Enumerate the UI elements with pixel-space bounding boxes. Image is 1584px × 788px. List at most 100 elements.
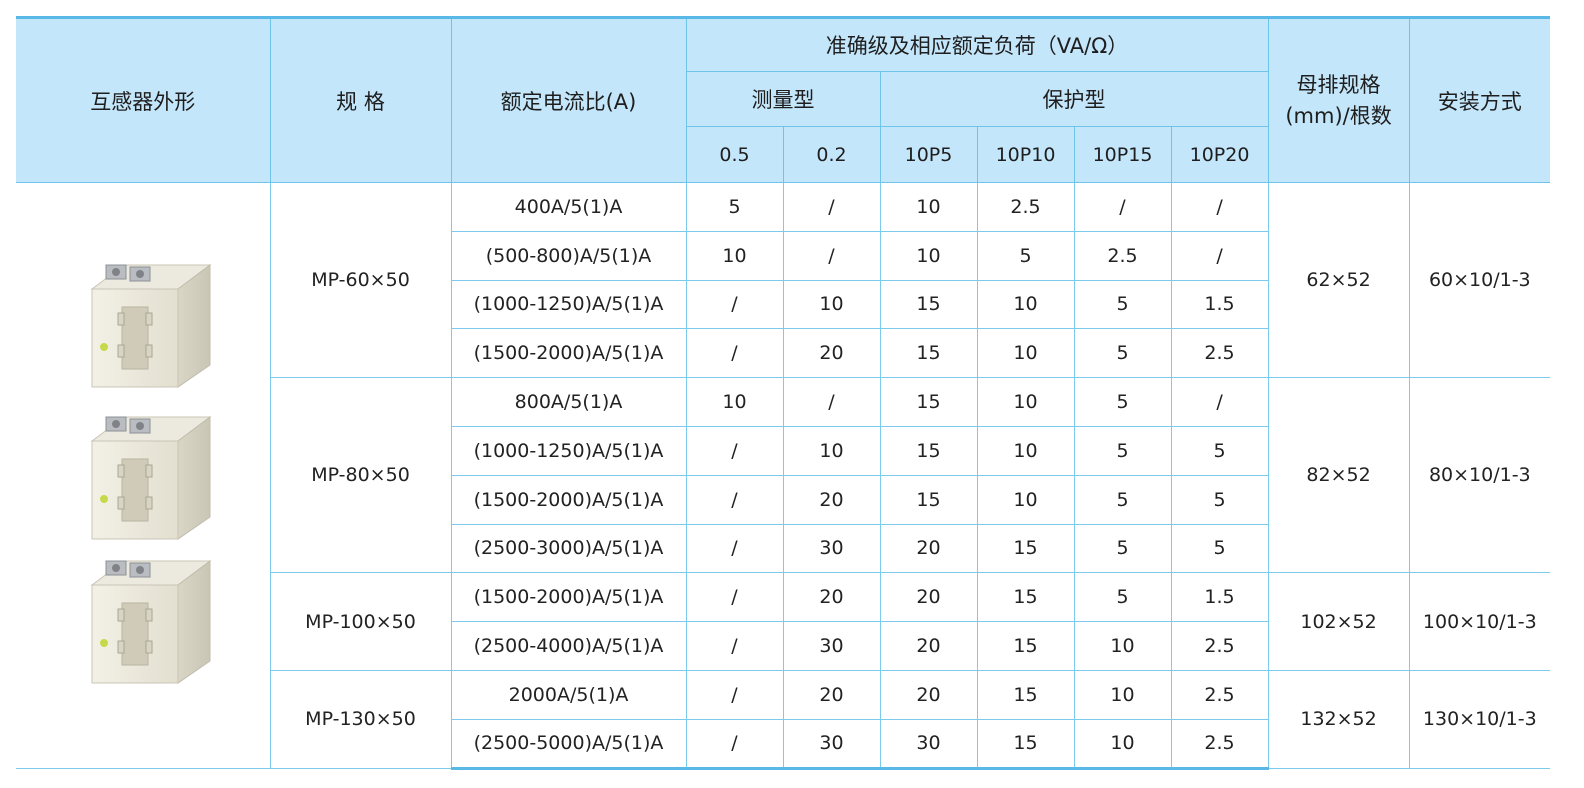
header-class: 10P10 <box>976 126 1075 183</box>
burden-value-cell: / <box>685 718 784 770</box>
current-transformer-spec-table: 互感器外形 规 格 额定电流比(A) 准确级及相应额定负荷（VA/Ω） 母排规格… <box>16 16 1551 770</box>
burden-value-cell: / <box>685 523 784 574</box>
busbar-cell: 102×52 <box>1267 572 1410 671</box>
burden-value-cell: 15 <box>879 377 978 427</box>
table-row: MP-100×50 (1500-2000)A/5(1)A/20 20 15 5 1.5 10… <box>16 572 1551 671</box>
burden-value-cell: 1.5 <box>1170 279 1269 330</box>
ratio-cell: (1500-2000)A/5(1)A <box>450 474 687 525</box>
burden-value-cell: 2.5 <box>1170 328 1269 379</box>
burden-value-cell: 5 <box>1073 425 1172 476</box>
burden-value-cell: / <box>685 474 784 525</box>
spec-table-container: 互感器外形 规 格 额定电流比(A) 准确级及相应额定负荷（VA/Ω） 母排规格… <box>16 16 1551 770</box>
current-transformer-image <box>82 253 214 389</box>
burden-value-cell: / <box>685 328 784 379</box>
table-row: MP-60×50 400A/5(1)A 5/10 2.5//62×52 60×10/1-… <box>16 181 1551 769</box>
install-cell: 80×10/1-3 <box>1408 377 1551 574</box>
current-transformer-image <box>82 405 214 541</box>
table-row: MP-80×50 800A/5(1)A 10/15 10 5/82×52 80×10/1-… <box>16 377 1551 574</box>
header-shape: 互感器外形 <box>16 16 271 183</box>
burden-value-cell: 10 <box>782 279 881 330</box>
burden-value-cell: 10 <box>879 230 978 281</box>
burden-value-cell: 30 <box>782 621 881 671</box>
spec-cell: MP-60×50 <box>269 181 452 379</box>
burden-value-cell: 5 <box>1170 523 1269 574</box>
header-class: 10P5 <box>879 126 978 183</box>
burden-value-cell: 30 <box>782 718 881 770</box>
burden-value-cell: 20 <box>879 523 978 574</box>
burden-value-cell: 2.5 <box>1170 669 1269 720</box>
transformer-images-cell <box>16 182 271 769</box>
burden-value-cell: 5 <box>685 182 784 232</box>
header-accuracy: 准确级及相应额定负荷（VA/Ω） <box>685 16 1269 72</box>
burden-value-cell: 20 <box>782 474 881 525</box>
ratio-cell: (1000-1250)A/5(1)A <box>450 279 687 330</box>
burden-value-cell: 10 <box>976 279 1075 330</box>
burden-value-cell: 10 <box>1073 718 1172 770</box>
burden-value-cell: / <box>685 669 784 720</box>
burden-value-cell: 5 <box>1073 523 1172 574</box>
burden-value-cell: 15 <box>976 621 1075 671</box>
burden-value-cell: 5 <box>1073 572 1172 623</box>
burden-value-cell: 5 <box>1073 474 1172 525</box>
header-install: 安装方式 <box>1408 16 1551 183</box>
burden-value-cell: / <box>685 425 784 476</box>
burden-value-cell: 5 <box>1170 425 1269 476</box>
header-measure: 测量型 <box>685 71 881 127</box>
burden-value-cell: 2.5 <box>1170 718 1269 770</box>
burden-value-cell: / <box>1170 377 1269 427</box>
burden-value-cell: 10 <box>1073 669 1172 720</box>
install-cell: 100×10/1-3 <box>1408 572 1551 671</box>
burden-value-cell: / <box>685 279 784 330</box>
ratio-cell: (1500-2000)A/5(1)A <box>450 328 687 379</box>
header-spec: 规 格 <box>269 16 452 183</box>
burden-value-cell: 30 <box>879 718 978 770</box>
burden-value-cell: 20 <box>782 328 881 379</box>
table-row: (2500-5000)A/5(1)A/30 30 15 10 2.5 <box>16 718 1550 770</box>
current-transformer-image <box>82 549 214 685</box>
burden-value-cell: 10 <box>976 474 1075 525</box>
busbar-cell: 82×52 <box>1267 377 1410 574</box>
burden-value-cell: / <box>782 182 881 232</box>
header-class: 0.5 <box>685 126 784 183</box>
header-busbar-label: 母排规格 (mm)/根数 <box>1285 73 1392 128</box>
ratio-cell: 400A/5(1)A <box>450 182 687 232</box>
header-ratio: 额定电流比(A) <box>450 16 687 183</box>
ratio-cell: (2500-3000)A/5(1)A <box>450 523 687 574</box>
burden-value-cell: 30 <box>782 523 881 574</box>
burden-value-cell: 10 <box>1073 621 1172 671</box>
table-row: (500-800)A/5(1)A 10/10 5 2.5/ <box>16 230 1550 281</box>
burden-value-cell: 10 <box>976 377 1075 427</box>
burden-value-cell: / <box>1073 182 1172 232</box>
burden-value-cell: 15 <box>976 718 1075 770</box>
burden-value-cell: 5 <box>1073 328 1172 379</box>
busbar-cell: 132×52 <box>1267 669 1410 769</box>
table-row: (1000-1250)A/5(1)A/10 15 10 5 1.5 <box>16 279 1550 330</box>
ratio-cell: (1000-1250)A/5(1)A <box>450 425 687 476</box>
table-row: (1500-2000)A/5(1)A/20 15 10 5 2.5 <box>16 328 1550 379</box>
burden-value-cell: 2.5 <box>976 182 1075 232</box>
spec-cell: MP-80×50 <box>269 377 452 574</box>
ratio-cell: (2500-4000)A/5(1)A <box>450 621 687 671</box>
ratio-cell: (1500-2000)A/5(1)A <box>450 572 687 623</box>
ratio-cell: (2500-5000)A/5(1)A <box>450 718 687 770</box>
spec-cell: MP-100×50 <box>269 572 452 671</box>
ratio-cell: (500-800)A/5(1)A <box>450 230 687 281</box>
spec-cell: MP-130×50 <box>269 669 452 769</box>
install-cell: 130×10/1-3 <box>1408 669 1551 769</box>
burden-value-cell: 10 <box>782 425 881 476</box>
burden-value-cell: 10 <box>879 182 978 232</box>
header-class: 0.2 <box>782 126 881 183</box>
burden-value-cell: 15 <box>879 279 978 330</box>
ratio-cell: 800A/5(1)A <box>450 377 687 427</box>
burden-value-cell: 2.5 <box>1073 230 1172 281</box>
busbar-cell: 62×52 <box>1267 181 1410 379</box>
burden-value-cell: 10 <box>976 425 1075 476</box>
table-row: (2500-4000)A/5(1)A/30 20 15 10 2.5 <box>16 621 1550 671</box>
burden-value-cell: 20 <box>782 572 881 623</box>
burden-value-cell: / <box>782 377 881 427</box>
header-protect: 保护型 <box>879 71 1269 127</box>
burden-value-cell: / <box>685 621 784 671</box>
burden-value-cell: 5 <box>1170 474 1269 525</box>
burden-value-cell: 5 <box>1073 377 1172 427</box>
table-row: (1500-2000)A/5(1)A/20 15 10 5 5 <box>16 474 1550 525</box>
